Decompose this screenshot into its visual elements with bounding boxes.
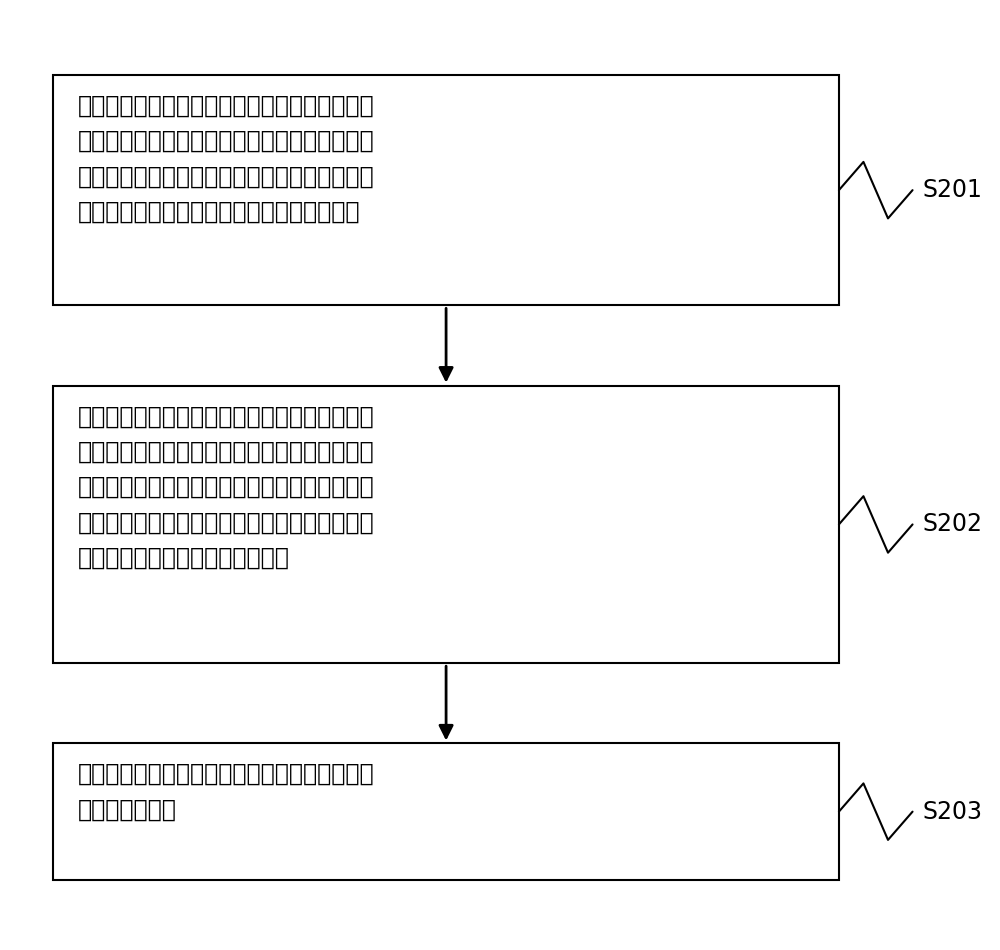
- Bar: [53, 386, 839, 663]
- Text: 获取储能锂电池等效电路模型的开路电压与电池
荷电状态的非线性关系，基于储能锂电池等效电
路模型获取待辨识参数，其中，待辨识参数包括
电池欧姆电阻、电池极化内阻和: 获取储能锂电池等效电路模型的开路电压与电池 荷电状态的非线性关系，基于储能锂电池…: [78, 94, 374, 224]
- Text: 基于电池的端电压、电流及开路电压在历史时刻
的数据和开路电压与荷电状态的非线性关系，采
用布谷鸟搜索方法对待辨识参数进行辨识优化，
获得待辨识的参数的最优值，根: 基于电池的端电压、电流及开路电压在历史时刻 的数据和开路电压与荷电状态的非线性关…: [78, 405, 374, 570]
- Text: S201: S201: [922, 179, 982, 202]
- Bar: [53, 75, 839, 306]
- Bar: [53, 743, 839, 880]
- Text: S202: S202: [922, 512, 982, 537]
- Text: S203: S203: [922, 800, 982, 824]
- Text: 基于储能锂电池等效电路最优模型实现电池荷电
状态的在线计算: 基于储能锂电池等效电路最优模型实现电池荷电 状态的在线计算: [78, 762, 374, 822]
